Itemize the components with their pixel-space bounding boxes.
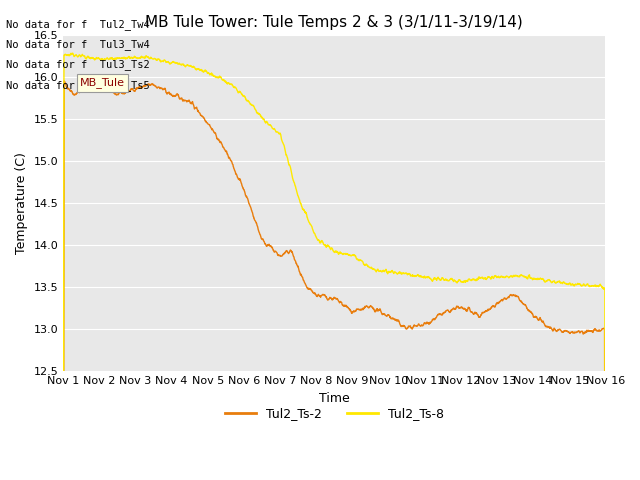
- Tul2_Ts-2: [323, 296, 331, 302]
- Title: MB Tule Tower: Tule Temps 2 & 3 (3/1/11-3/19/14): MB Tule Tower: Tule Temps 2 & 3 (3/1/11-…: [145, 15, 523, 30]
- Legend: Tul2_Ts-2, Tul2_Ts-8: Tul2_Ts-2, Tul2_Ts-8: [220, 402, 449, 425]
- Tul2_Ts-8: [68, 50, 76, 56]
- Tul2_Ts-2: [586, 328, 594, 334]
- Tul2_Ts-8: [87, 55, 95, 60]
- Tul2_Ts-8: [586, 284, 594, 289]
- Text: No data for f  Tul3_Ts2: No data for f Tul3_Ts2: [6, 60, 150, 71]
- Text: No data for f  Tul2_Tw4: No data for f Tul2_Tw4: [6, 19, 150, 30]
- Text: No data for f  Tul3_Tw4: No data for f Tul3_Tw4: [6, 39, 150, 50]
- Tul2_Ts-8: [323, 243, 331, 249]
- Tul2_Ts-2: [309, 289, 317, 295]
- Tul2_Ts-8: [309, 227, 317, 232]
- Y-axis label: Temperature (C): Temperature (C): [15, 152, 28, 254]
- Tul2_Ts-2: [586, 328, 593, 334]
- Tul2_Ts-8: [586, 284, 593, 289]
- Text: No data for f  Tul3_Ts5: No data for f Tul3_Ts5: [6, 80, 150, 91]
- Tul2_Ts-2: [486, 306, 494, 312]
- X-axis label: Time: Time: [319, 392, 349, 405]
- Line: Tul2_Ts-8: Tul2_Ts-8: [63, 53, 605, 480]
- Tul2_Ts-2: [87, 84, 95, 89]
- Line: Tul2_Ts-2: Tul2_Ts-2: [63, 81, 605, 480]
- Tul2_Ts-8: [486, 276, 494, 281]
- Tul2_Ts-2: [60, 78, 68, 84]
- Text: MB_Tule: MB_Tule: [80, 77, 125, 88]
